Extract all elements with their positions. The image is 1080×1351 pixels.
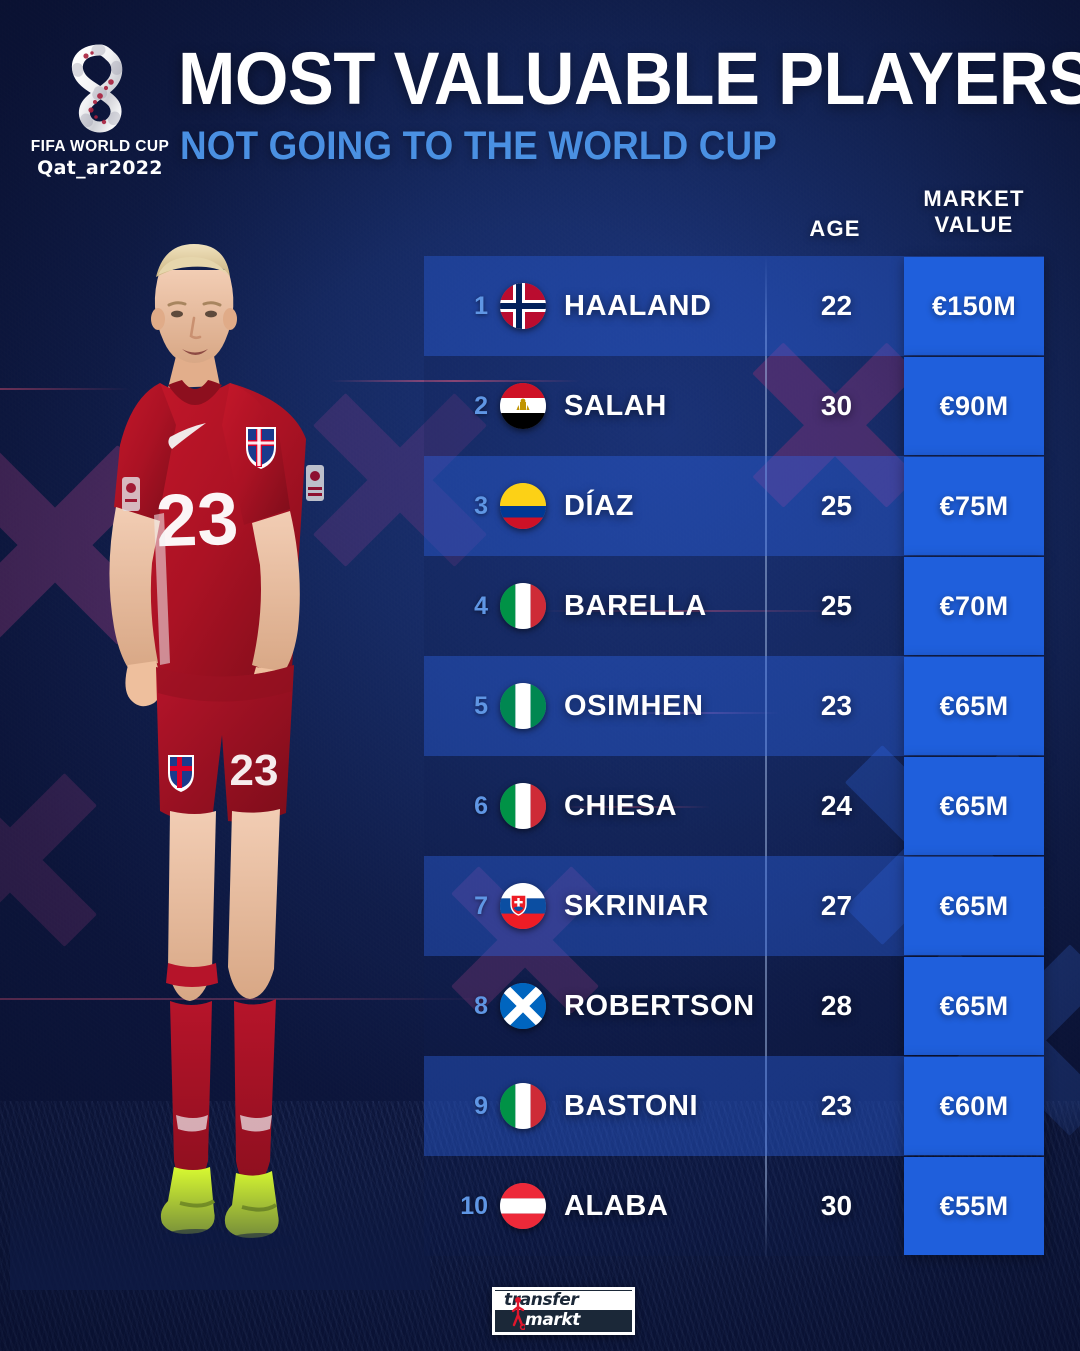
row-rank: 6 <box>474 791 488 820</box>
row-player-name: OSIMHEN <box>564 689 704 722</box>
logo-text-markt: markt <box>525 1310 581 1330</box>
table-row[interactable]: 4 BARELLA 25 €70M <box>424 556 1044 656</box>
row-age: 28 <box>820 990 853 1021</box>
fifa-logo-line2: Qat_ar2022 <box>37 157 163 179</box>
row-rank: 3 <box>474 491 488 520</box>
players-table: 1 HAALAND 22 €150M 2 SALAH 30 €90M 3 DÍAZ 25 €75M 4 B… <box>424 256 1044 1264</box>
row-rank: 1 <box>474 291 488 320</box>
logo-top-band <box>495 1291 632 1310</box>
table-row[interactable]: 10 ALABA 30 €55M <box>424 1156 1044 1256</box>
row-age: 24 <box>820 790 853 821</box>
table-row[interactable]: 7 SKRINIAR 27 €65M <box>424 856 1044 956</box>
svg-text:23: 23 <box>230 746 279 795</box>
row-player-name: DÍAZ <box>564 489 635 522</box>
row-market-value: €65M <box>904 657 1044 755</box>
flag-icon-austria <box>500 1183 546 1229</box>
row-player-name: CHIESA <box>564 789 678 822</box>
row-player-name: ROBERTSON <box>564 989 755 1022</box>
player-photo: 23 23 <box>10 244 430 1290</box>
row-age: 25 <box>820 490 853 521</box>
row-age: 30 <box>820 1190 853 1221</box>
row-rank: 8 <box>474 991 488 1020</box>
flag-icon-nigeria <box>500 683 546 729</box>
row-market-value: €65M <box>904 857 1044 955</box>
row-market-value: €55M <box>904 1157 1044 1255</box>
qatar-2022-emblem-icon <box>71 44 123 133</box>
row-player-name: BARELLA <box>564 589 707 622</box>
column-header-market-value-line2: VALUE <box>934 212 1014 237</box>
row-rank: 4 <box>474 591 488 620</box>
row-market-value: €65M <box>904 757 1044 855</box>
flag-icon-scotland <box>500 983 546 1029</box>
row-player-name: SALAH <box>564 389 667 422</box>
row-market-value: €90M <box>904 357 1044 455</box>
row-age: 27 <box>820 890 853 921</box>
row-rank: 9 <box>474 1091 488 1120</box>
row-rank: 5 <box>474 691 488 720</box>
row-market-value: €70M <box>904 557 1044 655</box>
footballer-figure-icon <box>511 1297 525 1330</box>
table-row[interactable]: 3 DÍAZ 25 €75M <box>424 456 1044 556</box>
table-row[interactable]: 9 BASTONI 23 €60M <box>424 1056 1044 1156</box>
row-age: 22 <box>820 290 853 321</box>
row-market-value: €60M <box>904 1057 1044 1155</box>
row-age: 25 <box>820 590 853 621</box>
column-header-age: AGE <box>809 216 861 241</box>
flag-icon-italy <box>500 783 546 829</box>
flag-icon-slovakia <box>500 883 546 929</box>
flag-icon-egypt <box>500 383 546 429</box>
table-row[interactable]: 5 OSIMHEN 23 €65M <box>424 656 1044 756</box>
flag-icon-italy <box>500 1083 546 1129</box>
row-player-name: ALABA <box>564 1189 669 1222</box>
row-player-name: BASTONI <box>564 1089 699 1122</box>
flag-icon-norway <box>500 283 546 329</box>
row-market-value: €150M <box>904 257 1044 355</box>
flag-icon-italy <box>500 583 546 629</box>
page-title: MOST VALUABLE PLAYERS <box>178 37 1080 120</box>
column-divider <box>765 256 767 1262</box>
row-age: 23 <box>820 690 853 721</box>
row-age: 30 <box>820 390 853 421</box>
row-rank: 7 <box>474 891 488 920</box>
transfermarkt-logo[interactable]: transfer markt <box>492 1287 635 1335</box>
page-subtitle: NOT GOING TO THE WORLD CUP <box>180 124 777 168</box>
fifa-logo-line1: FIFA WORLD CUP <box>30 138 170 155</box>
table-row[interactable]: 1 HAALAND 22 €150M <box>424 256 1044 356</box>
row-player-name: SKRINIAR <box>564 889 709 922</box>
header: FIFA WORLD CUP Qat_ar2022 MOST VALUABLE … <box>0 0 1080 190</box>
fifa-world-cup-logo: FIFA WORLD CUP Qat_ar2022 <box>30 42 170 179</box>
flag-icon-colombia <box>500 483 546 529</box>
row-market-value: €75M <box>904 457 1044 555</box>
column-header-market-value: MARKET VALUE <box>904 186 1044 238</box>
row-rank: 2 <box>474 391 488 420</box>
table-row[interactable]: 8 ROBERTSON 28 €65M <box>424 956 1044 1056</box>
table-row[interactable]: 6 CHIESA 24 €65M <box>424 756 1044 856</box>
row-rank: 10 <box>460 1191 488 1220</box>
row-age: 23 <box>820 1090 853 1121</box>
svg-text:23: 23 <box>155 477 240 563</box>
column-header-market-value-line1: MARKET <box>923 186 1025 211</box>
row-market-value: €65M <box>904 957 1044 1055</box>
table-row[interactable]: 2 SALAH 30 €90M <box>424 356 1044 456</box>
row-player-name: HAALAND <box>564 289 712 322</box>
logo-text-transfer: transfer <box>504 1290 579 1310</box>
